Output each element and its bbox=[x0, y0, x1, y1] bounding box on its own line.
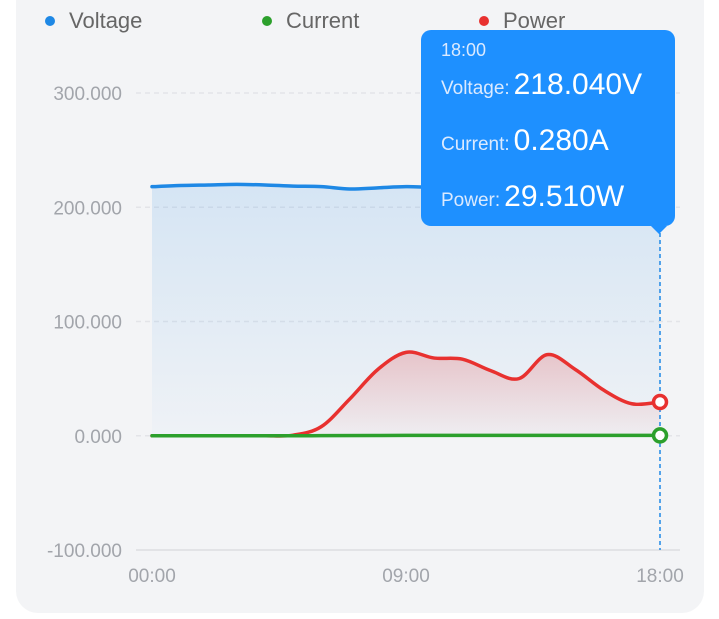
y-tick-label: -100.000 bbox=[47, 541, 122, 562]
legend-label-current: Current bbox=[286, 8, 360, 33]
tooltip-row-power: Power: 29.510W bbox=[441, 180, 624, 214]
y-tick-label: 100.000 bbox=[53, 313, 122, 334]
x-tick-label: 18:00 bbox=[636, 566, 684, 587]
tooltip-label-voltage: Voltage: bbox=[441, 78, 510, 99]
y-tick-label: 300.000 bbox=[53, 84, 122, 105]
legend-item-voltage[interactable]: Voltage bbox=[45, 8, 142, 34]
series-area-power bbox=[152, 351, 660, 437]
tooltip-value-voltage: 218.040V bbox=[513, 68, 643, 101]
tooltip: 18:00 Voltage: 218.040V Current: 0.280A … bbox=[421, 30, 675, 234]
tooltip-label-power: Power: bbox=[441, 190, 501, 211]
legend-label-power: Power bbox=[503, 8, 566, 33]
tooltip-value-current: 0.280A bbox=[513, 124, 609, 157]
tooltip-row-voltage: Voltage: 218.040V bbox=[441, 68, 642, 102]
tooltip-row-current: Current: 0.280A bbox=[441, 124, 609, 158]
legend-dot-power bbox=[479, 16, 489, 26]
tooltip-arrow bbox=[651, 226, 667, 234]
legend-item-power[interactable]: Power bbox=[479, 8, 565, 34]
legend-dot-voltage bbox=[45, 16, 55, 26]
tooltip-label-current: Current: bbox=[441, 134, 510, 155]
x-tick-label: 00:00 bbox=[128, 566, 176, 587]
y-tick-label: 200.000 bbox=[53, 198, 122, 219]
point-marker-power bbox=[651, 393, 669, 411]
tooltip-value-power: 29.510W bbox=[504, 180, 625, 213]
legend-dot-current bbox=[262, 16, 272, 26]
point-marker-current bbox=[651, 427, 669, 444]
legend: Voltage Current Power bbox=[0, 8, 719, 36]
tooltip-time: 18:00 bbox=[441, 40, 487, 60]
legend-label-voltage: Voltage bbox=[69, 8, 143, 33]
legend-item-current[interactable]: Current bbox=[262, 8, 359, 34]
y-tick-label: 0.000 bbox=[74, 427, 122, 448]
x-tick-label: 09:00 bbox=[382, 566, 430, 587]
